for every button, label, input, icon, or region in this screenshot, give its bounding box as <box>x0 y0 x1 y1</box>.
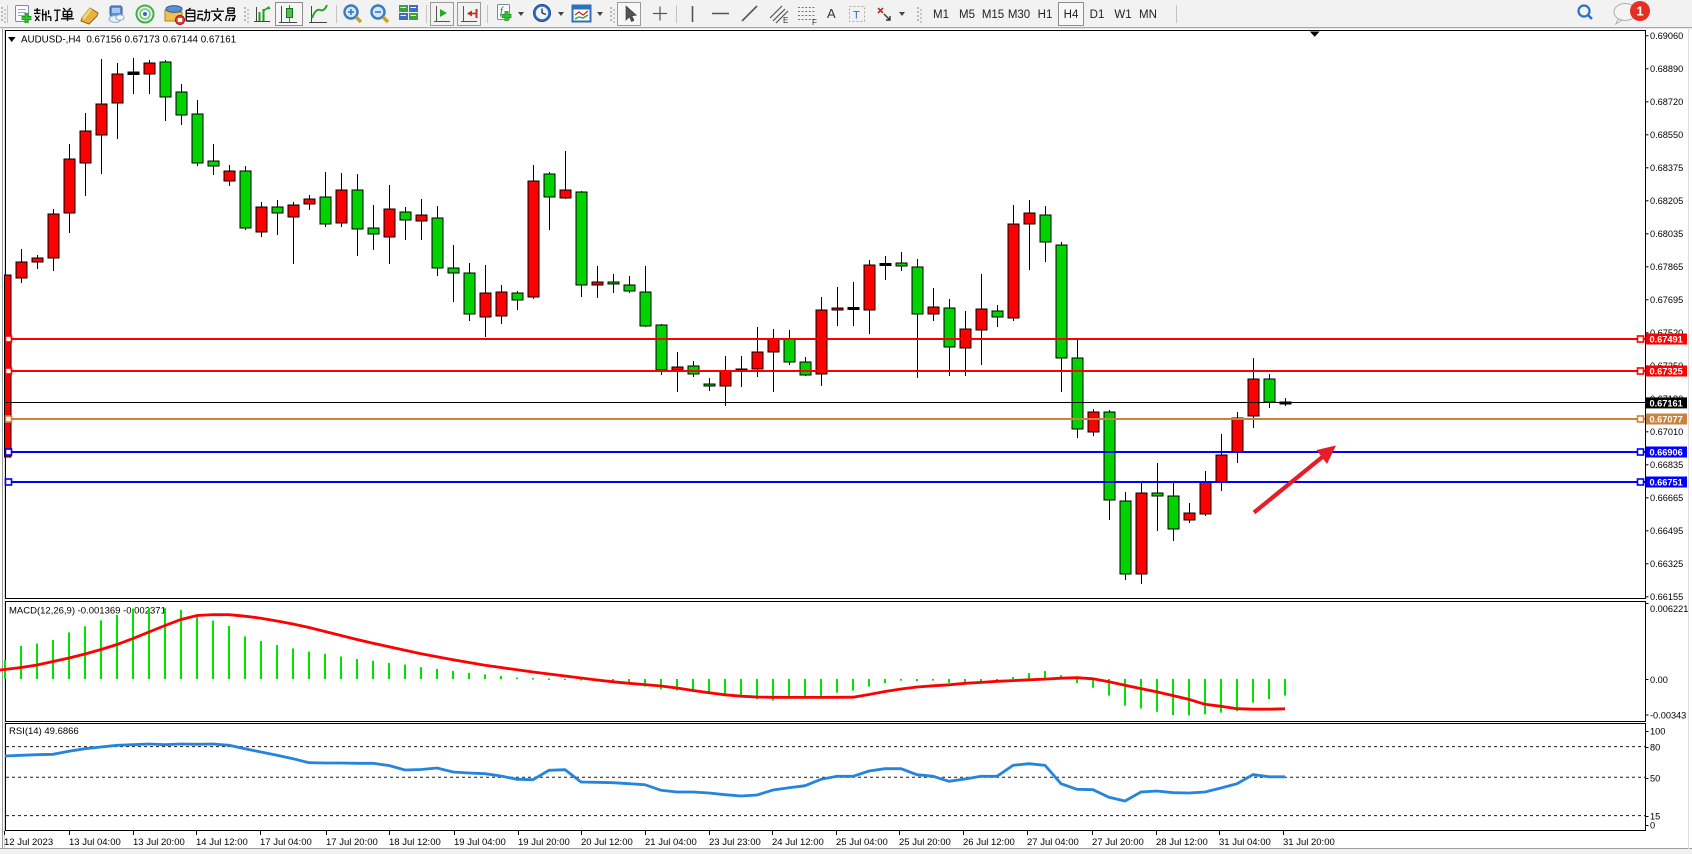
svg-text:15: 15 <box>1650 812 1660 822</box>
svg-text:27 Jul 20:00: 27 Jul 20:00 <box>1092 837 1144 848</box>
svg-text:0.68550: 0.68550 <box>1650 130 1683 140</box>
svg-text:AUDUSD-,H4 0.67156 0.67173 0.: AUDUSD-,H4 0.67156 0.67173 0.67144 0.671… <box>21 35 236 46</box>
svg-text:0.66495: 0.66495 <box>1650 526 1683 536</box>
svg-text:31 Jul 04:00: 31 Jul 04:00 <box>1219 837 1271 848</box>
svg-text:A: A <box>827 6 836 21</box>
svg-text:-0.00343: -0.00343 <box>1650 710 1686 720</box>
svg-text:27 Jul 04:00: 27 Jul 04:00 <box>1027 837 1079 848</box>
svg-text:0.68035: 0.68035 <box>1650 229 1683 239</box>
svg-text:1: 1 <box>1636 4 1643 19</box>
svg-text:0.68205: 0.68205 <box>1650 196 1683 206</box>
svg-text:0.66835: 0.66835 <box>1650 460 1683 470</box>
svg-text:13 Jul 20:00: 13 Jul 20:00 <box>133 837 185 848</box>
svg-text:0.68720: 0.68720 <box>1650 97 1683 107</box>
svg-text:50: 50 <box>1650 774 1660 784</box>
svg-text:0.66665: 0.66665 <box>1650 493 1683 503</box>
svg-text:0.68375: 0.68375 <box>1650 163 1683 173</box>
svg-text:80: 80 <box>1650 743 1660 753</box>
svg-text:17 Jul 04:00: 17 Jul 04:00 <box>260 837 312 848</box>
svg-text:f: f <box>500 6 504 17</box>
svg-text:RSI(14) 49.6866: RSI(14) 49.6866 <box>9 726 79 737</box>
svg-text:0.66906: 0.66906 <box>1650 448 1683 458</box>
svg-text:0.67010: 0.67010 <box>1650 427 1683 437</box>
svg-text:21 Jul 04:00: 21 Jul 04:00 <box>645 837 697 848</box>
svg-text:M30: M30 <box>1008 9 1030 21</box>
svg-text:100: 100 <box>1650 727 1665 737</box>
svg-text:0: 0 <box>1650 821 1655 831</box>
svg-text:MN: MN <box>1139 9 1157 21</box>
svg-text:T: T <box>853 10 860 22</box>
svg-text:17 Jul 20:00: 17 Jul 20:00 <box>326 837 378 848</box>
svg-text:12 Jul 2023: 12 Jul 2023 <box>4 837 53 848</box>
svg-text:0.67865: 0.67865 <box>1650 262 1683 272</box>
svg-text:25 Jul 04:00: 25 Jul 04:00 <box>836 837 888 848</box>
svg-text:0.69060: 0.69060 <box>1650 31 1683 41</box>
svg-text:0.68890: 0.68890 <box>1650 64 1683 74</box>
svg-text:18 Jul 12:00: 18 Jul 12:00 <box>389 837 441 848</box>
svg-text:H4: H4 <box>1064 9 1079 21</box>
svg-text:M15: M15 <box>982 9 1004 21</box>
svg-text:H1: H1 <box>1038 9 1053 21</box>
svg-text:19 Jul 20:00: 19 Jul 20:00 <box>518 837 570 848</box>
svg-text:D1: D1 <box>1090 9 1105 21</box>
svg-text:14 Jul 12:00: 14 Jul 12:00 <box>196 837 248 848</box>
svg-text:0.67077: 0.67077 <box>1650 415 1683 425</box>
svg-text:0.006221: 0.006221 <box>1650 604 1688 614</box>
svg-text:0.67520: 0.67520 <box>1650 328 1683 338</box>
svg-text:0.66751: 0.66751 <box>1650 478 1683 488</box>
svg-text:0.67491: 0.67491 <box>1650 335 1683 345</box>
svg-text:E: E <box>783 16 788 25</box>
svg-text:0.67695: 0.67695 <box>1650 295 1683 305</box>
svg-text:M1: M1 <box>933 9 949 21</box>
svg-text:19 Jul 04:00: 19 Jul 04:00 <box>454 837 506 848</box>
svg-text:0.66155: 0.66155 <box>1650 592 1683 602</box>
svg-text:25 Jul 20:00: 25 Jul 20:00 <box>899 837 951 848</box>
svg-text:26 Jul 12:00: 26 Jul 12:00 <box>963 837 1015 848</box>
svg-text:28 Jul 12:00: 28 Jul 12:00 <box>1156 837 1208 848</box>
svg-text:MACD(12,26,9) -0.001369 -0.002: MACD(12,26,9) -0.001369 -0.002371 <box>9 606 166 617</box>
svg-text:20 Jul 12:00: 20 Jul 12:00 <box>581 837 633 848</box>
svg-text:0.66325: 0.66325 <box>1650 559 1683 569</box>
svg-text:W1: W1 <box>1114 9 1131 21</box>
svg-text:0.67325: 0.67325 <box>1650 367 1683 377</box>
svg-text:0.00: 0.00 <box>1650 675 1668 685</box>
svg-text:0.67161: 0.67161 <box>1650 398 1683 408</box>
svg-text:M5: M5 <box>959 9 975 21</box>
svg-text:24 Jul 12:00: 24 Jul 12:00 <box>772 837 824 848</box>
svg-text:23 Jul 23:00: 23 Jul 23:00 <box>709 837 761 848</box>
svg-text:13 Jul 04:00: 13 Jul 04:00 <box>69 837 121 848</box>
svg-text:31 Jul 20:00: 31 Jul 20:00 <box>1283 837 1335 848</box>
svg-text:F: F <box>812 18 817 27</box>
